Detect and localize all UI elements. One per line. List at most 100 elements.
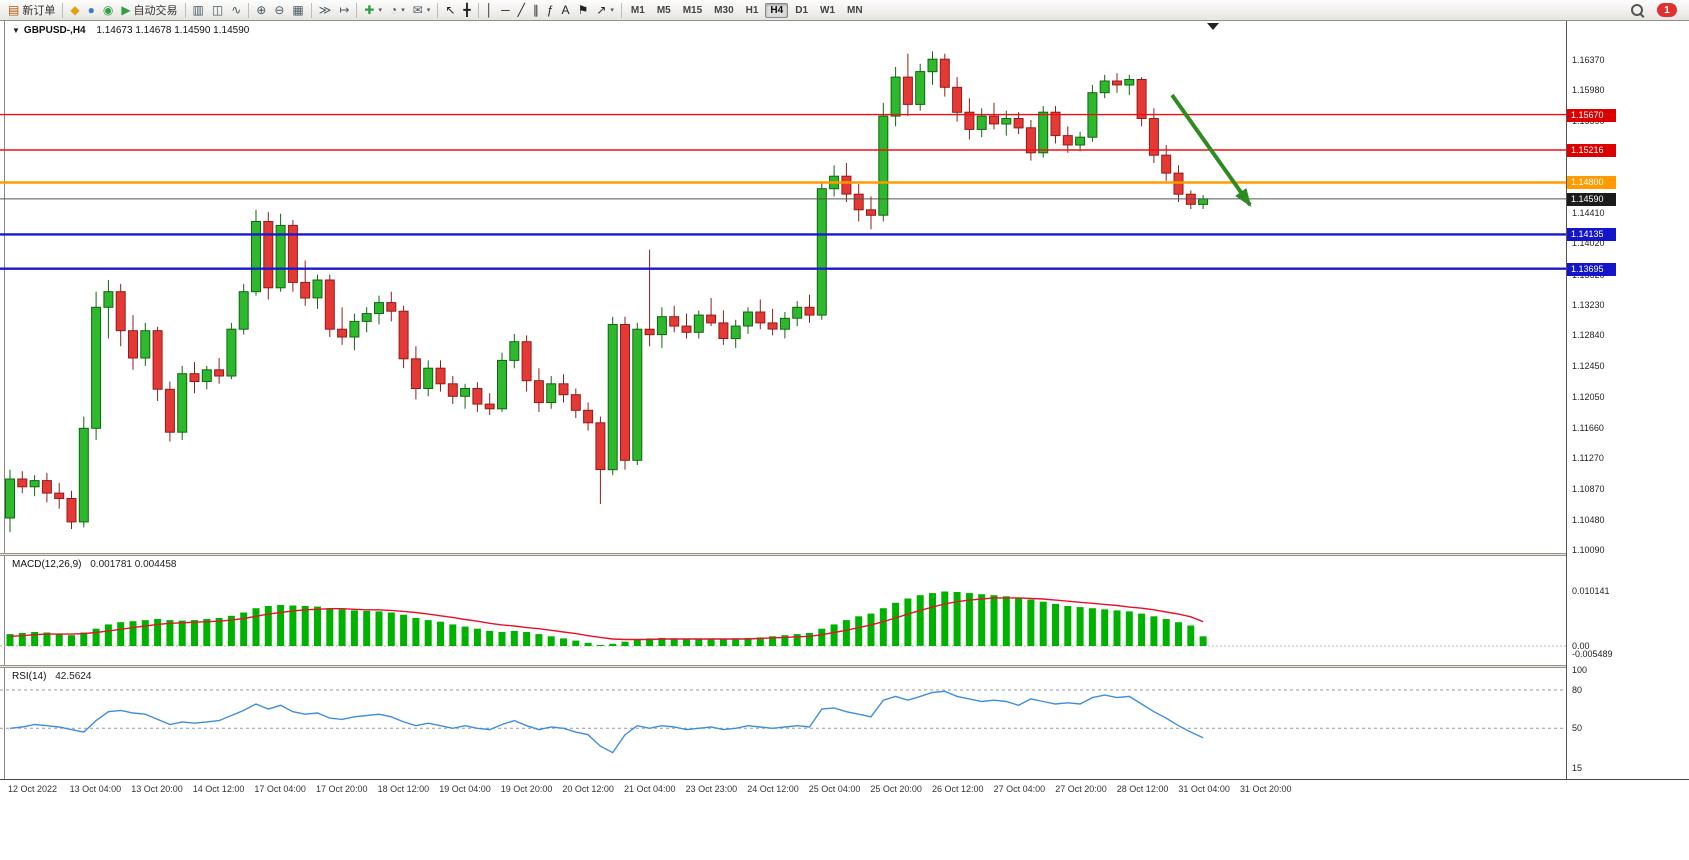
macd-histogram-bar	[535, 634, 543, 646]
candle-down	[1161, 154, 1172, 174]
one-click-trading-toggle[interactable]: ▼	[12, 26, 20, 35]
label-button[interactable]: ⚑	[574, 1, 593, 20]
text-button[interactable]: A	[558, 1, 574, 20]
panel-separator-rsi[interactable]	[0, 665, 1689, 668]
horizontal-line-button[interactable]: ─	[497, 1, 514, 20]
crosshair-button[interactable]: ╋	[459, 1, 474, 20]
candle-down	[447, 383, 458, 397]
text-icon: A	[561, 2, 570, 17]
fibonacci-button[interactable]: ƒ	[543, 1, 558, 20]
trend-arrow-object[interactable]	[1170, 93, 1252, 207]
macd-histogram-bar	[449, 624, 457, 646]
macd-histogram-bar	[387, 612, 395, 646]
line-chart-button[interactable]: ∿	[227, 1, 245, 20]
timeframe-h1[interactable]: H1	[745, 4, 759, 16]
macd-histogram-bar	[363, 610, 371, 646]
macd-histogram-bar	[55, 633, 63, 646]
timeframe-m30[interactable]: M30	[714, 4, 734, 16]
timeframe-h4[interactable]: H4	[765, 2, 789, 18]
community-button[interactable]: ●	[84, 1, 99, 20]
toolbar-separator	[356, 2, 358, 18]
candle-up	[460, 388, 471, 397]
news-button[interactable]: ◉	[99, 1, 117, 20]
candle-up	[91, 306, 102, 429]
candle-up	[275, 224, 286, 289]
metaeditor-button[interactable]: ◆	[66, 1, 83, 20]
toolbar-separator	[184, 2, 186, 18]
vertical-line-button[interactable]: │	[482, 1, 498, 20]
candle-up	[1038, 111, 1049, 154]
candlestick-chart-button[interactable]: ◫	[208, 1, 227, 20]
candle-down	[853, 193, 864, 211]
candle-down	[324, 279, 335, 330]
templates-button[interactable]: ✉ ▾	[409, 1, 435, 20]
tile-windows-button[interactable]: ▦	[288, 1, 307, 20]
time-tick-label: 17 Oct 04:00	[254, 784, 306, 794]
macd-histogram-bar	[670, 638, 678, 646]
channel-button[interactable]: ∥	[529, 1, 543, 20]
timeframe-w1[interactable]: W1	[820, 4, 836, 16]
time-tick-label: 27 Oct 04:00	[993, 784, 1046, 794]
axis-tick-label: 1.12840	[1572, 330, 1605, 341]
price-badge: 1.15216	[1567, 144, 1616, 157]
panel-separator-macd[interactable]	[0, 553, 1689, 556]
time-axis[interactable]: 12 Oct 2022 13 Oct 04:00 13 Oct 20:00 14 Oc…	[0, 782, 1689, 798]
candle-up	[140, 330, 151, 359]
price-axis[interactable]: 1.163701.159801.155901.152001.148101.144…	[1566, 21, 1689, 779]
candle-down	[939, 58, 950, 88]
candle-down	[644, 328, 655, 336]
arrows-button[interactable]: ↗ ▾	[592, 1, 618, 20]
candle-up	[730, 325, 741, 340]
macd-histogram-bar	[129, 621, 137, 646]
candle-down	[533, 380, 544, 404]
candle-down	[681, 325, 692, 333]
candle-up	[497, 359, 507, 410]
candle-up	[915, 71, 926, 105]
candle-down	[1050, 111, 1061, 137]
rsi-panel-canvas[interactable]	[0, 668, 1566, 778]
chart-shift-button[interactable]: ↦	[335, 1, 353, 20]
macd-histogram-bar	[203, 619, 211, 646]
macd-name: MACD(12,26,9)	[12, 559, 82, 570]
timeframe-m1[interactable]: M1	[630, 4, 645, 16]
macd-histogram-bar	[1125, 611, 1133, 646]
time-tick-label: 31 Oct 20:00	[1240, 784, 1292, 794]
bar-chart-button[interactable]: ▥	[189, 1, 208, 20]
auto-scroll-button[interactable]: ≫	[315, 1, 336, 20]
macd-histogram-bar	[990, 595, 998, 646]
main-chart-canvas[interactable]	[0, 21, 1566, 553]
chart-window: ▼ GBPUSD-,H4 1.14673 1.14678 1.14590 1.14…	[0, 21, 1689, 860]
indicators-button[interactable]: ✚ ▾	[360, 1, 386, 20]
periods-button[interactable]: ◔ ▾	[386, 1, 409, 20]
timeframe-d1[interactable]: D1	[795, 4, 809, 16]
timeframe-mn[interactable]: MN	[847, 4, 863, 16]
macd-histogram-bar	[1052, 603, 1059, 646]
macd-histogram-bar	[904, 598, 912, 646]
candle-up	[656, 316, 667, 336]
notification-badge[interactable]: 1	[1657, 3, 1677, 17]
macd-histogram-bar	[350, 610, 358, 646]
timeframe-m15[interactable]: M15	[682, 4, 703, 16]
search-button[interactable]	[1627, 1, 1647, 20]
axis-tick-label: 1.12450	[1572, 360, 1605, 371]
zoom-in-icon: ⊕	[256, 2, 267, 17]
autotrading-button[interactable]: ▶ 自动交易	[117, 1, 181, 20]
macd-histogram-bar	[1015, 598, 1023, 646]
macd-histogram-bar	[1162, 619, 1170, 646]
time-tick-label: 18 Oct 12:00	[377, 784, 430, 794]
cursor-button[interactable]: ↖	[441, 1, 459, 20]
zoom-out-button[interactable]: ⊖	[270, 1, 288, 20]
candle-up	[890, 76, 901, 117]
new-order-button[interactable]: ▤ 新订单	[4, 1, 59, 20]
macd-panel-canvas[interactable]	[0, 556, 1566, 665]
trendline-button[interactable]: ╱	[514, 1, 529, 20]
chart-shift-marker[interactable]	[1207, 23, 1219, 30]
macd-histogram-bar	[695, 639, 703, 646]
chevron-down-icon: ▾	[401, 7, 405, 14]
zoom-in-button[interactable]: ⊕	[252, 1, 270, 20]
candle-up	[201, 369, 212, 382]
macd-histogram-bar	[1187, 625, 1195, 646]
candle-down	[521, 341, 532, 382]
timeframe-m5[interactable]: M5	[656, 4, 671, 16]
macd-histogram-bar	[412, 617, 420, 646]
